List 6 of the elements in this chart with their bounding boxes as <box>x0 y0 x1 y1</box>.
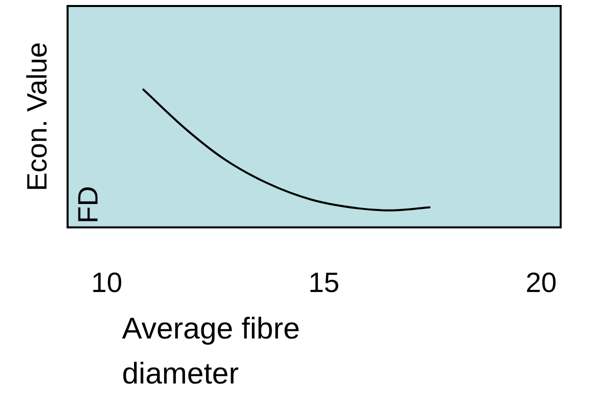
x-tick-label: 15 <box>308 266 340 298</box>
x-axis-title: Average fibre diameter <box>122 312 300 390</box>
annotation: FD <box>72 186 104 224</box>
y-axis-title: Econ. Value <box>22 42 53 192</box>
x-tick-label: 20 <box>526 266 557 298</box>
x-tick-label: 10 <box>91 266 122 298</box>
